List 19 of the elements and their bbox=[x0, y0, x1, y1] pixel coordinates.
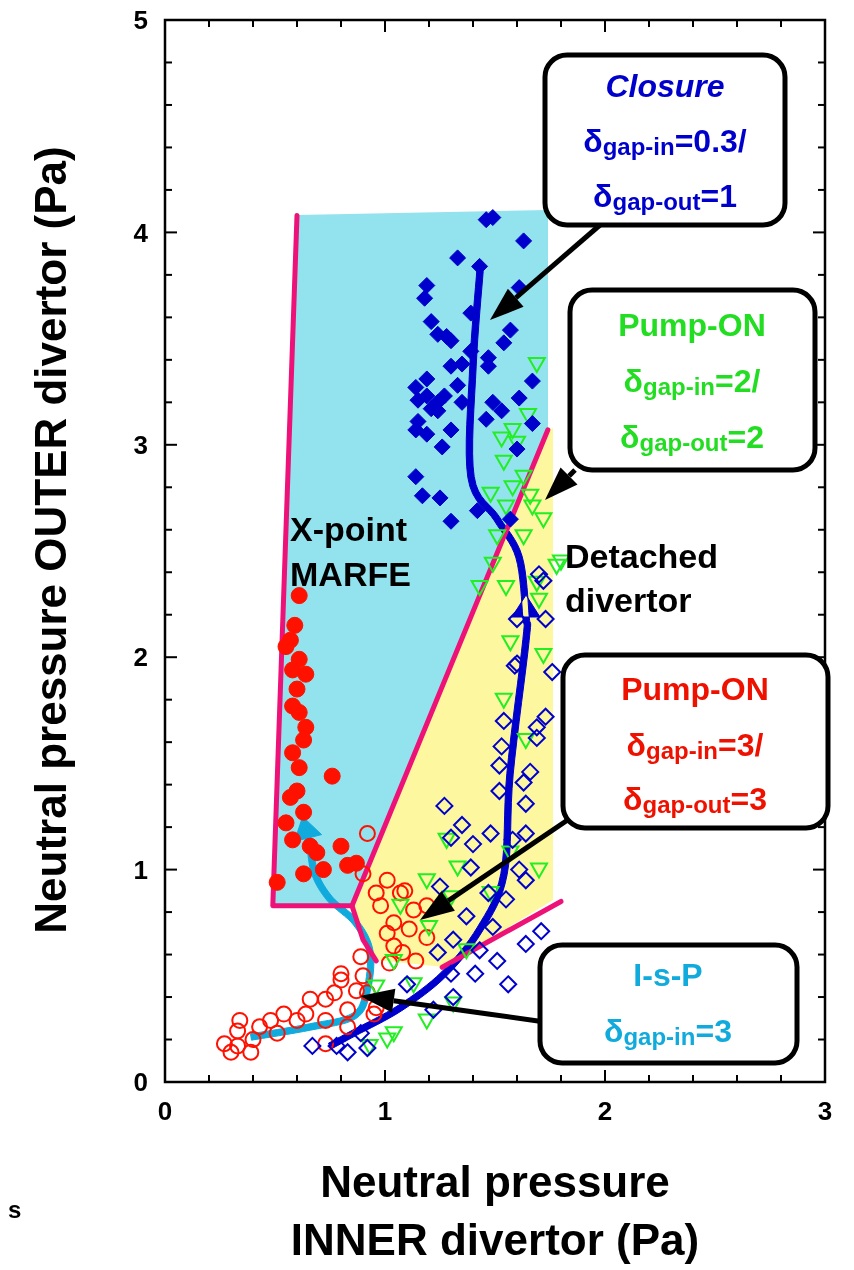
y-tick-label: 0 bbox=[133, 1067, 148, 1098]
text: s bbox=[8, 1196, 22, 1223]
annotation: X-point MARFE bbox=[290, 510, 411, 593]
x-tick-label: 1 bbox=[377, 1096, 393, 1126]
x-tick-label: 0 bbox=[157, 1096, 173, 1126]
y-tick-label: 3 bbox=[133, 429, 148, 460]
text: Closure δ$_{gap-in}$=0.3/ δ$_{gap-out}$=1 bbox=[583, 68, 747, 215]
annotation: Detached divertor bbox=[565, 537, 719, 619]
y-axis-title: Neutral pressure OUTER divertor (Pa) bbox=[26, 146, 75, 934]
text: Pump-ON δ$_{gap-in}$=3/ δ$_{gap-out}$=3 bbox=[621, 671, 769, 818]
x-tick-label: 3 bbox=[817, 1096, 833, 1126]
y-tick-label: 5 bbox=[133, 5, 148, 36]
y-tick-label: 2 bbox=[133, 642, 148, 673]
annotation: I-s-P δ$_{gap-in}$=3 bbox=[604, 957, 732, 1050]
text: Pump-ON δ$_{gap-in}$=2/ δ$_{gap-out}$=2 bbox=[618, 307, 766, 456]
x-axis-title: Neutral pressure INNER divertor (Pa) bbox=[290, 1157, 700, 1264]
y-tick-label: 4 bbox=[133, 217, 149, 248]
x-tick-label: 2 bbox=[597, 1096, 613, 1126]
y-tick-label: 1 bbox=[133, 854, 148, 885]
